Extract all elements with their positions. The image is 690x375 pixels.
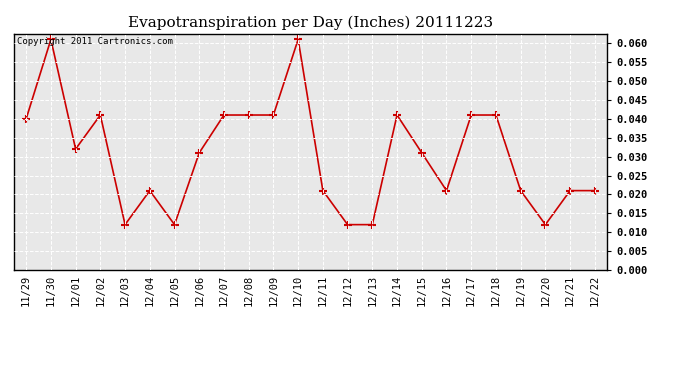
Title: Evapotranspiration per Day (Inches) 20111223: Evapotranspiration per Day (Inches) 2011…: [128, 15, 493, 30]
Text: Copyright 2011 Cartronics.com: Copyright 2011 Cartronics.com: [17, 37, 172, 46]
